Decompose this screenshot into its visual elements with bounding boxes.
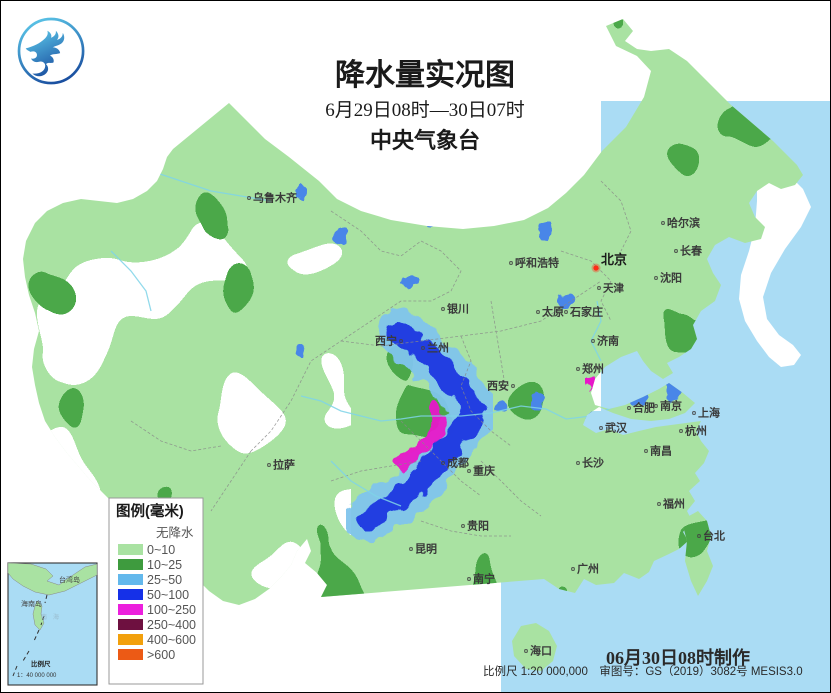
svg-text:合肥: 合肥 <box>633 401 655 415</box>
svg-text:台北: 台北 <box>703 529 725 543</box>
svg-text:中央气象台: 中央气象台 <box>370 128 480 153</box>
svg-text:400~600: 400~600 <box>147 633 196 647</box>
svg-text:成都: 成都 <box>447 456 469 470</box>
svg-text:西安: 西安 <box>487 379 509 393</box>
svg-text:重庆: 重庆 <box>473 464 495 478</box>
svg-text:杭州: 杭州 <box>685 424 707 438</box>
svg-text:呼和浩特: 呼和浩特 <box>515 256 559 270</box>
svg-text:海口: 海口 <box>530 644 552 658</box>
svg-text:无降水: 无降水 <box>156 526 194 540</box>
svg-text:昆明: 昆明 <box>415 543 437 556</box>
svg-text:太原: 太原 <box>541 305 564 319</box>
svg-text:南 海: 南 海 <box>41 613 59 621</box>
svg-text:乌鲁木齐: 乌鲁木齐 <box>253 191 298 205</box>
svg-text:降水量实况图: 降水量实况图 <box>335 58 515 92</box>
svg-text:福州: 福州 <box>662 497 685 511</box>
svg-text:长沙: 长沙 <box>582 456 604 470</box>
svg-text:哈尔滨: 哈尔滨 <box>667 216 700 230</box>
svg-text:兰州: 兰州 <box>427 341 449 355</box>
svg-text:台湾岛: 台湾岛 <box>59 575 80 584</box>
svg-text:南昌: 南昌 <box>650 444 672 458</box>
svg-text:贵阳: 贵阳 <box>467 519 489 533</box>
svg-text:南京: 南京 <box>660 399 682 413</box>
svg-text:济南: 济南 <box>597 334 619 348</box>
svg-text:北京: 北京 <box>601 252 627 267</box>
svg-text:0~10: 0~10 <box>147 543 175 557</box>
svg-text:拉萨: 拉萨 <box>273 458 295 472</box>
svg-text:西宁: 西宁 <box>375 334 397 348</box>
svg-text:25~50: 25~50 <box>147 573 182 587</box>
svg-text:沈阳: 沈阳 <box>660 271 682 285</box>
svg-text:06月30日08时制作: 06月30日08时制作 <box>606 647 750 668</box>
svg-text:长春: 长春 <box>680 244 703 258</box>
svg-text:1：40 000 000: 1：40 000 000 <box>17 673 57 679</box>
svg-text:250~400: 250~400 <box>147 618 196 632</box>
svg-text:6月29日08时—30日07时: 6月29日08时—30日07时 <box>325 99 525 121</box>
svg-text:上海: 上海 <box>698 406 720 420</box>
svg-text:50~100: 50~100 <box>147 588 189 602</box>
svg-text:天津: 天津 <box>603 282 624 295</box>
svg-text:图例(毫米): 图例(毫米) <box>116 502 184 520</box>
svg-text:比例尺: 比例尺 <box>31 659 51 668</box>
svg-text:银川: 银川 <box>447 302 469 316</box>
svg-text:武汉: 武汉 <box>605 421 628 435</box>
svg-text:石家庄: 石家庄 <box>569 305 603 319</box>
svg-text:郑州: 郑州 <box>582 362 604 376</box>
svg-text:南宁: 南宁 <box>473 572 495 586</box>
svg-text:广州: 广州 <box>577 562 599 576</box>
svg-text:海南岛: 海南岛 <box>21 599 42 608</box>
svg-text:10~25: 10~25 <box>147 558 182 572</box>
svg-text:比例尺 1:20 000,000 审图号：GS（2019）3: 比例尺 1:20 000,000 审图号：GS（2019）3082号 MESIS… <box>483 664 803 678</box>
svg-text:100~250: 100~250 <box>147 603 196 617</box>
svg-text:>600: >600 <box>147 648 175 662</box>
